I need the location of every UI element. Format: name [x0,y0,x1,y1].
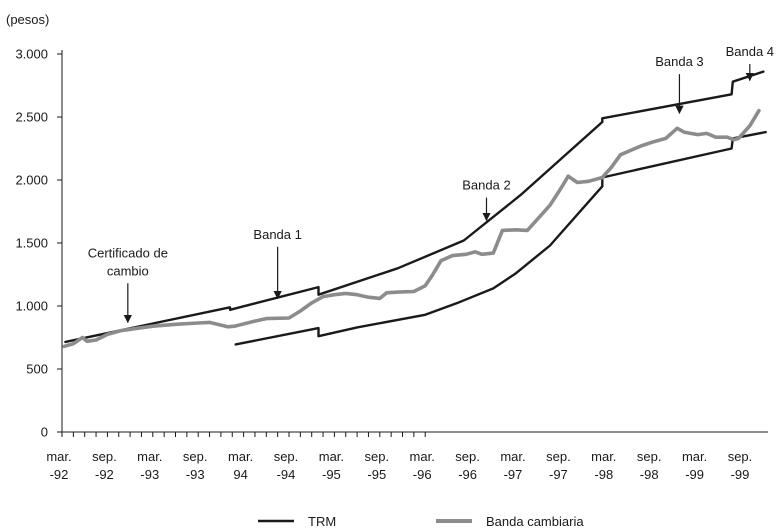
x-tick-label: sep. [365,449,390,464]
legend: TRM Banda cambiaria [258,514,584,529]
y-tick-label: 2.500 [15,110,48,125]
x-tick-label: mar. [228,449,253,464]
y-tick-label: 1.000 [15,299,48,314]
x-tick-label: -93 [186,467,205,482]
y-axis-ticks: 0 500 1.000 1.500 2.000 2.500 3.000 [15,47,62,440]
x-tick-label: sep. [728,449,753,464]
x-tick-label: mar. [500,449,525,464]
annotations: Certificado de cambio Banda 1 Banda 2 Banda … [88,44,774,324]
x-tick-label: -99 [731,467,750,482]
x-tick-label: mar. [137,449,162,464]
x-tick-label: sep. [92,449,117,464]
y-tick-label: 1.500 [15,236,48,251]
series-lines [62,70,767,349]
x-axis-ticks: mar. -92 sep. -92 mar. -93 sep. -93 mar. 94 sep. -9… [46,432,752,482]
axes [61,50,768,433]
trm-upper-band-line [64,70,765,344]
x-tick-label: mar. [46,449,71,464]
legend-label: TRM [308,514,336,529]
x-tick-label: -99 [685,467,704,482]
x-tick-label: -96 [458,467,477,482]
x-tick-label: -92 [95,467,114,482]
annotation-label: Banda 3 [655,54,703,69]
x-tick-label: -97 [549,467,568,482]
y-tick-label: 3.000 [15,47,48,62]
x-tick-label: -94 [277,467,296,482]
x-tick-label: 94 [233,467,247,482]
legend-label: Banda cambiaria [486,514,584,529]
x-tick-label: sep. [274,449,299,464]
x-tick-label: mar. [410,449,435,464]
annotation-label: Banda 4 [726,44,774,59]
annotation-label: cambio [107,263,149,278]
annotation-label: Certificado de [88,245,168,260]
x-tick-label: sep. [183,449,208,464]
x-tick-label: -97 [504,467,523,482]
x-tick-label: mar. [319,449,344,464]
x-tick-label: -98 [594,467,613,482]
x-tick-label: -95 [322,467,341,482]
y-axis-label: (pesos) [6,12,49,27]
x-tick-label: mar. [591,449,616,464]
x-tick-label: -95 [367,467,386,482]
trm-lower-band-line [234,130,767,346]
annotation-label: Banda 1 [253,227,301,242]
banda-cambiaria-line [62,108,761,349]
y-tick-label: 2.000 [15,173,48,188]
x-tick-label: sep. [455,449,480,464]
x-tick-label: -93 [140,467,159,482]
x-tick-label: -96 [413,467,432,482]
x-tick-label: mar. [682,449,707,464]
x-tick-label: -92 [50,467,69,482]
y-tick-label: 500 [26,362,48,377]
x-tick-label: -98 [640,467,659,482]
x-tick-label: sep. [546,449,571,464]
y-tick-label: 0 [41,425,48,440]
x-tick-label: sep. [637,449,662,464]
annotation-label: Banda 2 [462,178,510,193]
